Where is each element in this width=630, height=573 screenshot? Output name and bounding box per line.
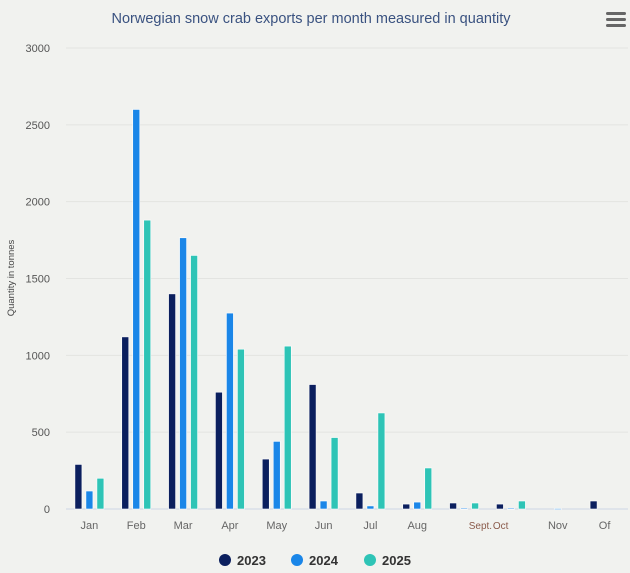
legend-label: 2025	[382, 553, 411, 568]
bar-2024-Mar[interactable]	[179, 237, 187, 510]
bar-2025-May[interactable]	[283, 345, 292, 510]
x-tick-label: Of	[599, 520, 612, 532]
bar-2024-Jul[interactable]	[366, 505, 375, 510]
bar-2025-Jul[interactable]	[377, 412, 386, 510]
bar-2023-May[interactable]	[261, 458, 270, 510]
bar-2025-Feb[interactable]	[143, 219, 152, 510]
legend-item-2025[interactable]: 2025	[364, 553, 411, 568]
bar-2024-Jun[interactable]	[319, 500, 328, 510]
bar-2025-Sept[interactable]	[471, 502, 479, 510]
y-tick-label: 1000	[26, 350, 50, 362]
x-tick-label: May	[266, 520, 287, 532]
bar-2025-Apr[interactable]	[237, 348, 245, 510]
bar-2024-Jan[interactable]	[85, 490, 94, 510]
bar-2024-Aug[interactable]	[413, 501, 422, 510]
bar-2024-Feb[interactable]	[132, 109, 141, 510]
bar-2023-Jun[interactable]	[308, 384, 317, 510]
legend-marker	[219, 554, 231, 566]
x-tick-label: Nov	[548, 520, 568, 532]
legend-item-2024[interactable]: 2024	[291, 553, 339, 568]
bar-2025-Oct[interactable]	[518, 500, 526, 510]
bar-2023-Mar[interactable]	[168, 293, 176, 510]
x-tick-label: Oct	[493, 521, 509, 532]
x-tick-label: Sept.	[469, 521, 492, 532]
bar-2024-Oct[interactable]	[507, 507, 515, 510]
bar-2023-Jan[interactable]	[74, 464, 83, 510]
bar-2023-Feb[interactable]	[121, 336, 130, 510]
bar-2025-Mar[interactable]	[190, 255, 198, 510]
bar-2025-Aug[interactable]	[424, 467, 433, 510]
chart-title: Norwegian snow crab exports per month me…	[112, 11, 512, 27]
legend-marker	[364, 554, 376, 566]
y-tick-label: 0	[44, 504, 50, 516]
x-tick-label: Jul	[363, 520, 377, 532]
y-tick-label: 2500	[26, 120, 50, 132]
x-tick-label: Aug	[407, 520, 427, 532]
legend-item-2023[interactable]: 2023	[219, 553, 266, 568]
x-tick-label: Feb	[127, 520, 146, 532]
hamburger-menu-icon[interactable]	[606, 12, 626, 30]
legend-marker	[291, 554, 303, 566]
bar-2023-Jul[interactable]	[355, 492, 364, 510]
y-tick-label: 2000	[26, 197, 50, 209]
bar-2024-May[interactable]	[272, 441, 281, 510]
y-tick-label: 1500	[26, 274, 50, 286]
x-tick-label: Apr	[221, 520, 238, 532]
bar-2025-Jan[interactable]	[96, 477, 105, 510]
bar-2025-Jun[interactable]	[330, 437, 339, 510]
legend-label: 2023	[237, 553, 266, 568]
bar-2024-Sept[interactable]	[460, 507, 468, 510]
bar-2023-Aug[interactable]	[402, 503, 411, 510]
bar-2023-Sept[interactable]	[449, 502, 457, 510]
bar-2024-Nov[interactable]	[553, 508, 562, 510]
x-tick-label: Jan	[81, 520, 99, 532]
x-tick-label: Jun	[315, 520, 333, 532]
y-tick-label: 3000	[26, 43, 50, 55]
bar-2023-Of[interactable]	[589, 500, 598, 510]
x-tick-label: Mar	[174, 520, 193, 532]
bar-2023-Apr[interactable]	[215, 391, 223, 510]
y-axis-label: Quantity in tonnes	[6, 239, 17, 316]
bar-2024-Apr[interactable]	[226, 312, 234, 510]
bar-2023-Oct[interactable]	[496, 503, 504, 510]
y-tick-label: 500	[32, 427, 50, 439]
legend-label: 2024	[309, 553, 339, 568]
